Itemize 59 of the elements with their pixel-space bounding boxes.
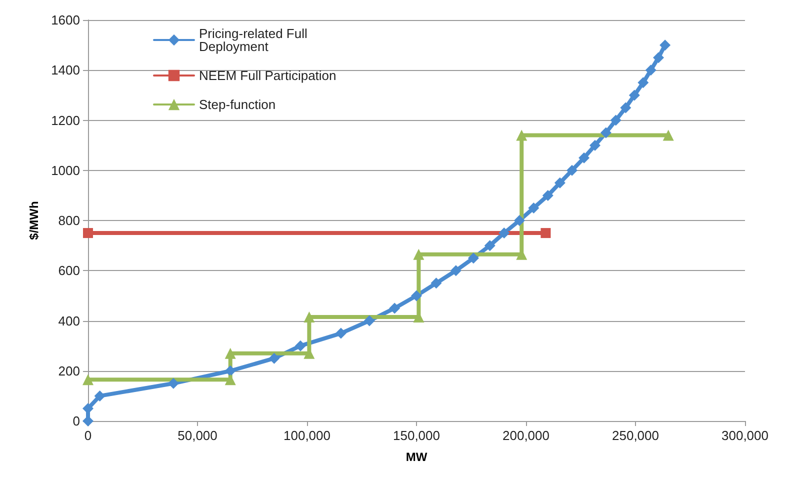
point [660, 40, 671, 51]
point [411, 290, 422, 302]
y-tick-label: 1000 [51, 162, 80, 178]
point [430, 278, 442, 289]
point [600, 127, 612, 138]
legend-label: Step-function [199, 97, 276, 112]
point [82, 374, 94, 386]
point [294, 340, 306, 352]
point [94, 390, 106, 402]
point [304, 311, 315, 322]
point [389, 302, 400, 314]
x-axis-title: MW [406, 450, 428, 464]
point [413, 248, 424, 260]
x-tick-label: 0 [84, 428, 92, 443]
point [528, 202, 540, 214]
point [566, 164, 578, 176]
y-tick-label: 0 [72, 414, 80, 428]
y-tick-label: 800 [58, 213, 80, 228]
point [335, 328, 346, 339]
point [484, 240, 496, 252]
y-tick-label: 200 [58, 363, 80, 378]
y-tick-label: 1600 [51, 12, 80, 28]
y-tick-label: 1200 [51, 112, 80, 128]
point [364, 315, 375, 326]
point [83, 228, 93, 238]
point [662, 130, 674, 141]
legend-label: Pricing-related Full Deployment [199, 26, 311, 54]
x-tick-label: 200,000 [502, 428, 550, 443]
point [498, 228, 510, 239]
point [589, 140, 600, 151]
point [652, 52, 664, 64]
point [450, 265, 462, 276]
point [554, 177, 566, 188]
y-tick-label: 1400 [51, 62, 80, 78]
point [542, 190, 554, 201]
legend-label: NEEM Full Participation [199, 68, 336, 83]
point [620, 102, 632, 114]
y-tick-label: 400 [58, 313, 80, 328]
point [628, 90, 640, 101]
point [578, 152, 590, 164]
x-tick-label: 150,000 [393, 428, 440, 443]
point [468, 252, 479, 264]
point [168, 378, 179, 389]
point [638, 77, 649, 88]
x-tick-label: 50,000 [178, 428, 218, 443]
y-tick-label: 600 [58, 263, 80, 278]
x-tick-label: 250,000 [612, 428, 659, 443]
point [514, 215, 525, 226]
point [645, 64, 656, 76]
point [224, 365, 236, 376]
x-tick-label: 300,000 [722, 428, 768, 443]
point [224, 348, 236, 359]
point [540, 228, 551, 238]
point [516, 130, 528, 141]
y-axis-title: $/MWh [27, 201, 41, 240]
point [224, 374, 236, 386]
x-tick-label: 100,000 [284, 428, 330, 443]
point [268, 352, 280, 364]
point [610, 114, 622, 126]
